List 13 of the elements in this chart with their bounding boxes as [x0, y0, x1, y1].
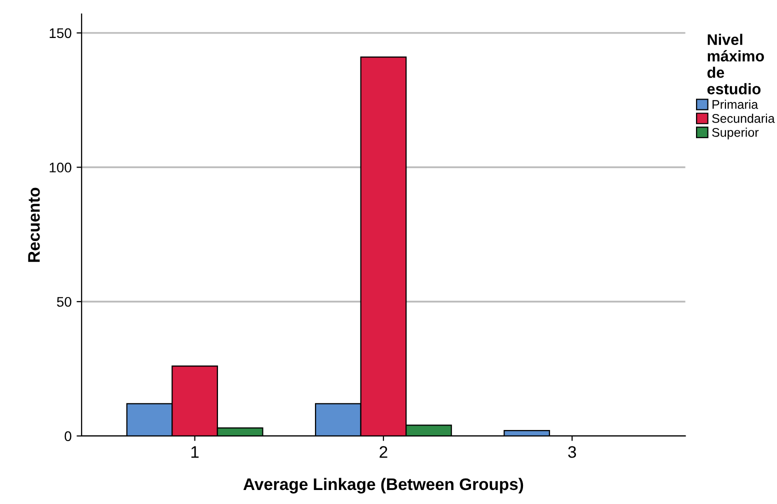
y-tick-label: 150 [50, 28, 72, 38]
y-axis-title: Recuento [28, 188, 40, 262]
x-axis-title: Average Linkage (Between Groups) [243, 478, 524, 494]
y-tick-label: 100 [50, 162, 72, 172]
legend-title: Nivel máximo de estudio [707, 34, 764, 94]
x-tick-label: 2 [380, 446, 388, 458]
y-tick-label: 50 [56, 296, 72, 307]
legend-label: Primaria [712, 100, 758, 109]
legend-label: Superior [712, 128, 759, 140]
legend-label: Secundaria [712, 114, 775, 123]
x-tick-label: 1 [191, 446, 199, 458]
y-tick-label: 0 [64, 431, 72, 442]
x-tick-label: 3 [568, 446, 576, 458]
